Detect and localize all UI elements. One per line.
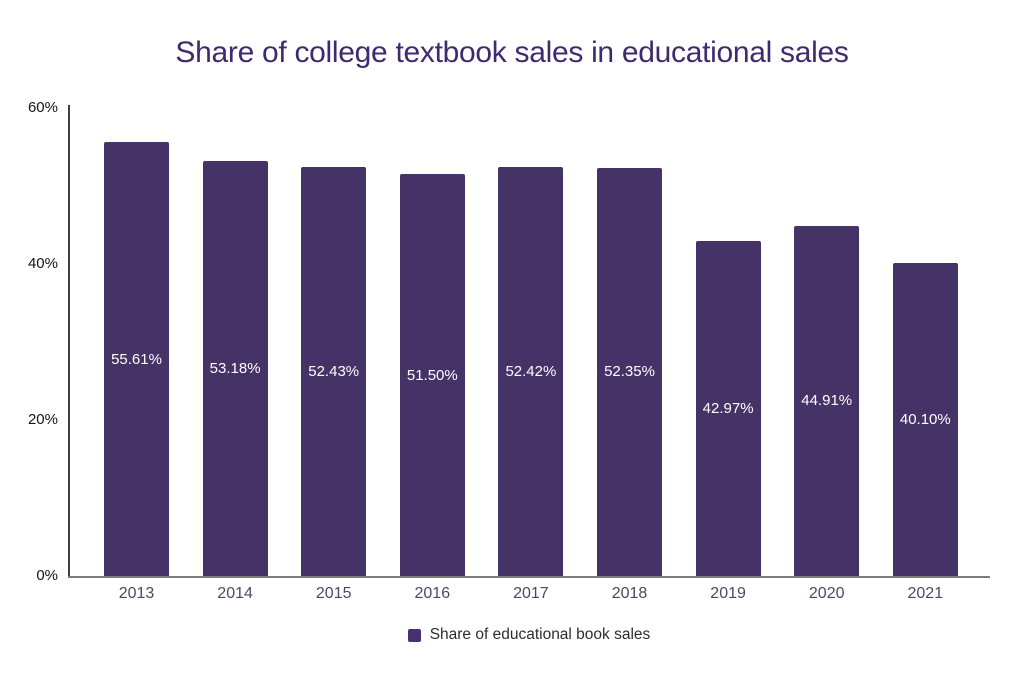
bar-2013: 55.61% bbox=[104, 142, 169, 576]
y-tick-40: 40% bbox=[27, 255, 58, 272]
plot-area: 55.61% 53.18% 52.43% 51.50% 52.42% 52.35% 42.9… bbox=[68, 108, 990, 576]
bar-value-label: 42.97% bbox=[702, 399, 754, 417]
bar-value-label: 53.18% bbox=[209, 360, 261, 378]
y-axis-line bbox=[68, 105, 70, 578]
legend-label: Share of educational book sales bbox=[429, 626, 651, 643]
bar-2015: 52.43% bbox=[301, 167, 367, 576]
legend: Share of educational book sales bbox=[68, 626, 990, 644]
bar-value-label: 52.42% bbox=[505, 363, 557, 381]
bar-2018: 52.35% bbox=[597, 167, 662, 576]
bar-value-label: 40.10% bbox=[899, 411, 951, 429]
x-tick-2014: 2014 bbox=[217, 585, 253, 602]
bar-2014: 53.18% bbox=[202, 161, 268, 576]
bar-2017: 52.42% bbox=[498, 167, 564, 576]
bar-value-label: 52.35% bbox=[604, 363, 655, 381]
x-tick-2013: 2013 bbox=[118, 585, 155, 602]
y-tick-0: 0% bbox=[36, 567, 58, 584]
y-tick-60: 60% bbox=[27, 99, 58, 116]
bar-2021: 40.10% bbox=[892, 263, 958, 576]
bar-2019: 42.97% bbox=[695, 240, 761, 576]
x-tick-2016: 2016 bbox=[414, 585, 451, 602]
bar-2016: 51.50% bbox=[399, 174, 465, 576]
x-tick-2018: 2018 bbox=[611, 585, 648, 602]
bar-value-label: 44.91% bbox=[801, 392, 853, 410]
bar-value-label: 55.61% bbox=[111, 350, 162, 368]
bar-2020: 44.91% bbox=[794, 225, 860, 576]
x-tick-2015: 2015 bbox=[315, 585, 352, 602]
x-axis-line bbox=[68, 576, 990, 578]
x-tick-2017: 2017 bbox=[513, 585, 549, 602]
x-tick-2020: 2020 bbox=[808, 585, 845, 602]
x-tick-2019: 2019 bbox=[710, 585, 746, 602]
chart-title: Share of college textbook sales in educa… bbox=[175, 36, 849, 69]
bar-value-label: 51.50% bbox=[406, 366, 458, 384]
legend-marker-icon bbox=[407, 628, 421, 642]
y-tick-20: 20% bbox=[27, 411, 58, 428]
x-tick-2021: 2021 bbox=[907, 585, 944, 602]
x-axis-tick-labels: 2013 2014 2015 2016 2017 2018 2019 2020 2021 bbox=[68, 585, 990, 609]
bar-value-label: 52.43% bbox=[308, 363, 360, 380]
